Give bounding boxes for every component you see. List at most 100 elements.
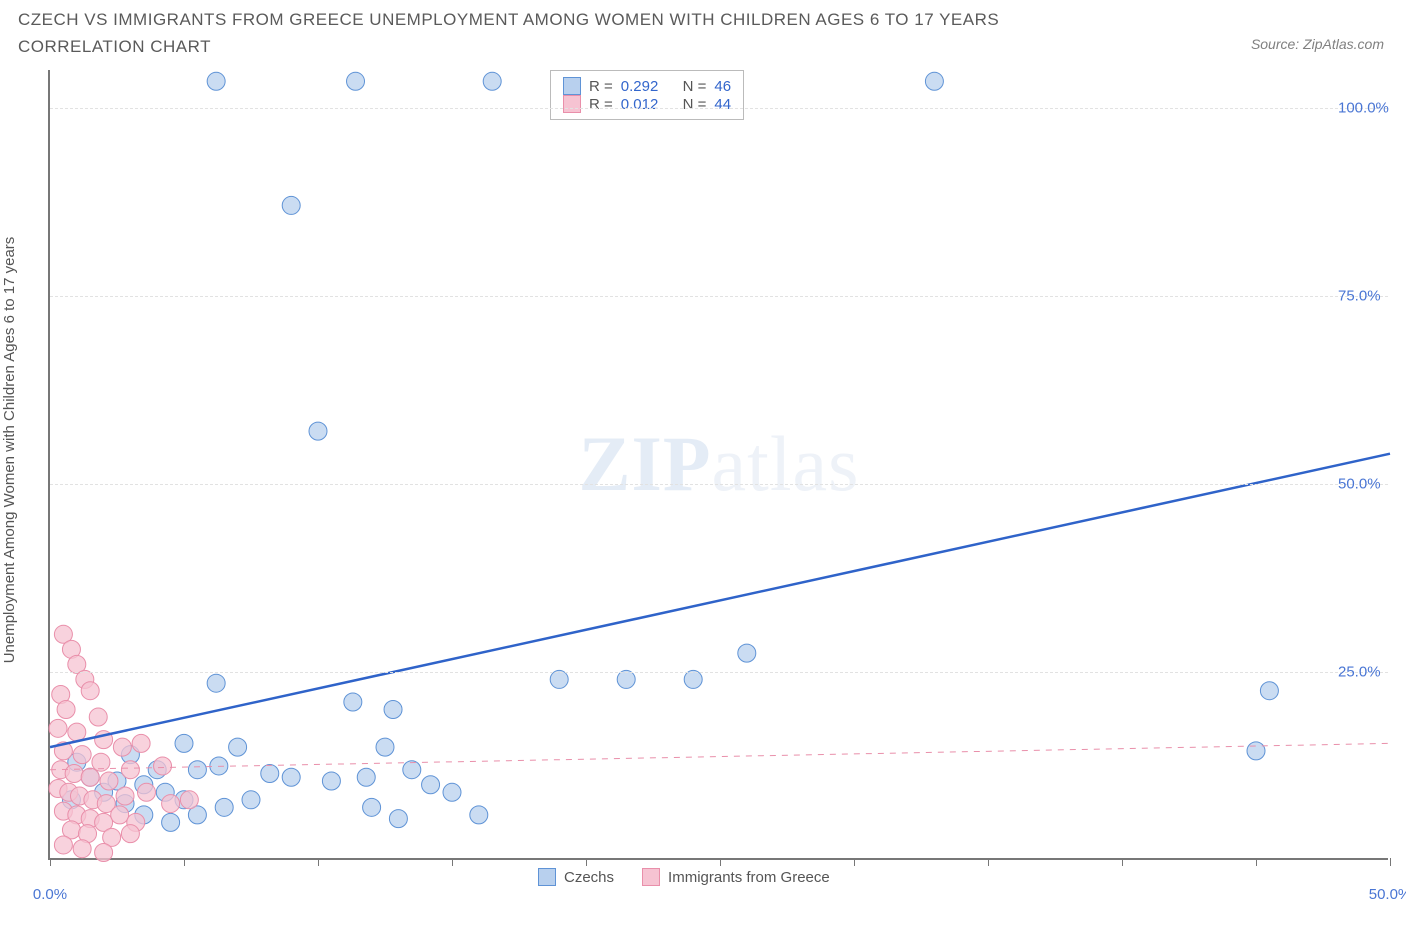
data-point xyxy=(684,670,702,688)
data-point xyxy=(121,761,139,779)
data-point xyxy=(54,836,72,854)
data-point xyxy=(180,791,198,809)
x-tick xyxy=(318,858,319,866)
x-tick xyxy=(1122,858,1123,866)
x-tick xyxy=(452,858,453,866)
gridline xyxy=(50,484,1388,485)
data-point xyxy=(113,738,131,756)
x-tick xyxy=(1390,858,1391,866)
data-point xyxy=(617,670,635,688)
legend-series-item: Czechs xyxy=(538,868,614,886)
legend-stat-row: R = 0.292 N = 46 xyxy=(563,77,731,95)
data-point xyxy=(95,843,113,861)
legend-series-item: Immigrants from Greece xyxy=(642,868,830,886)
legend-series: Czechs Immigrants from Greece xyxy=(538,868,830,886)
gridline xyxy=(50,108,1388,109)
data-point xyxy=(137,783,155,801)
data-point xyxy=(403,761,421,779)
legend-swatch xyxy=(563,77,581,95)
data-point xyxy=(550,670,568,688)
data-point xyxy=(57,701,75,719)
data-point xyxy=(363,798,381,816)
x-tick xyxy=(50,858,51,866)
data-point xyxy=(121,825,139,843)
data-point xyxy=(73,840,91,858)
x-tick xyxy=(1256,858,1257,866)
data-point xyxy=(347,72,365,90)
data-point xyxy=(154,757,172,775)
data-point xyxy=(229,738,247,756)
data-point xyxy=(282,196,300,214)
data-point xyxy=(89,708,107,726)
data-point xyxy=(1247,742,1265,760)
legend-swatch xyxy=(642,868,660,886)
legend-swatch xyxy=(538,868,556,886)
data-point xyxy=(49,719,67,737)
source-label: Source: ZipAtlas.com xyxy=(1251,36,1384,52)
legend-n-label: N = xyxy=(683,78,707,95)
data-point xyxy=(111,806,129,824)
data-point xyxy=(100,772,118,790)
data-point xyxy=(116,787,134,805)
legend-series-label: Czechs xyxy=(564,869,614,886)
y-tick-label: 25.0% xyxy=(1338,663,1381,680)
x-tick-label: 0.0% xyxy=(33,886,67,903)
trend-line xyxy=(50,454,1390,747)
data-point xyxy=(188,761,206,779)
data-point xyxy=(215,798,233,816)
data-point xyxy=(344,693,362,711)
legend-r-label: R = xyxy=(589,78,613,95)
data-point xyxy=(242,791,260,809)
y-axis-label: Unemployment Among Women with Children A… xyxy=(1,237,18,664)
x-tick xyxy=(854,858,855,866)
data-point xyxy=(925,72,943,90)
data-point xyxy=(207,674,225,692)
data-point xyxy=(309,422,327,440)
legend-r-value: 0.012 xyxy=(621,96,659,113)
data-point xyxy=(73,746,91,764)
y-tick-label: 100.0% xyxy=(1338,99,1389,116)
data-point xyxy=(162,813,180,831)
data-point xyxy=(384,701,402,719)
x-tick xyxy=(184,858,185,866)
gridline xyxy=(50,672,1388,673)
gridline xyxy=(50,296,1388,297)
data-point xyxy=(422,776,440,794)
data-point xyxy=(389,810,407,828)
x-tick xyxy=(586,858,587,866)
y-tick-label: 75.0% xyxy=(1338,287,1381,304)
data-point xyxy=(443,783,461,801)
chart-title: CZECH VS IMMIGRANTS FROM GREECE UNEMPLOY… xyxy=(18,6,1128,60)
legend-stat-row: R = 0.012 N = 44 xyxy=(563,95,731,113)
data-point xyxy=(175,734,193,752)
x-tick xyxy=(988,858,989,866)
data-point xyxy=(376,738,394,756)
legend-r-label: R = xyxy=(589,96,613,113)
x-tick-label: 50.0% xyxy=(1369,886,1406,903)
plot-area: ZIPatlas R = 0.292 N = 46R = 0.012 N = 4… xyxy=(48,70,1388,860)
data-point xyxy=(261,764,279,782)
data-point xyxy=(282,768,300,786)
legend-n-value: 44 xyxy=(714,96,731,113)
data-point xyxy=(1260,682,1278,700)
legend-series-label: Immigrants from Greece xyxy=(668,869,830,886)
data-point xyxy=(322,772,340,790)
data-point xyxy=(162,795,180,813)
legend-n-label: N = xyxy=(683,96,707,113)
data-point xyxy=(65,764,83,782)
data-point xyxy=(738,644,756,662)
legend-swatch xyxy=(563,95,581,113)
chart-svg xyxy=(50,70,1388,858)
x-tick xyxy=(720,858,721,866)
y-tick-label: 50.0% xyxy=(1338,475,1381,492)
data-point xyxy=(207,72,225,90)
data-point xyxy=(132,734,150,752)
data-point xyxy=(357,768,375,786)
legend-r-value: 0.292 xyxy=(621,78,659,95)
data-point xyxy=(68,723,86,741)
trend-line xyxy=(50,743,1390,769)
legend-stats: R = 0.292 N = 46R = 0.012 N = 44 xyxy=(550,70,744,120)
data-point xyxy=(470,806,488,824)
data-point xyxy=(81,768,99,786)
data-point xyxy=(483,72,501,90)
